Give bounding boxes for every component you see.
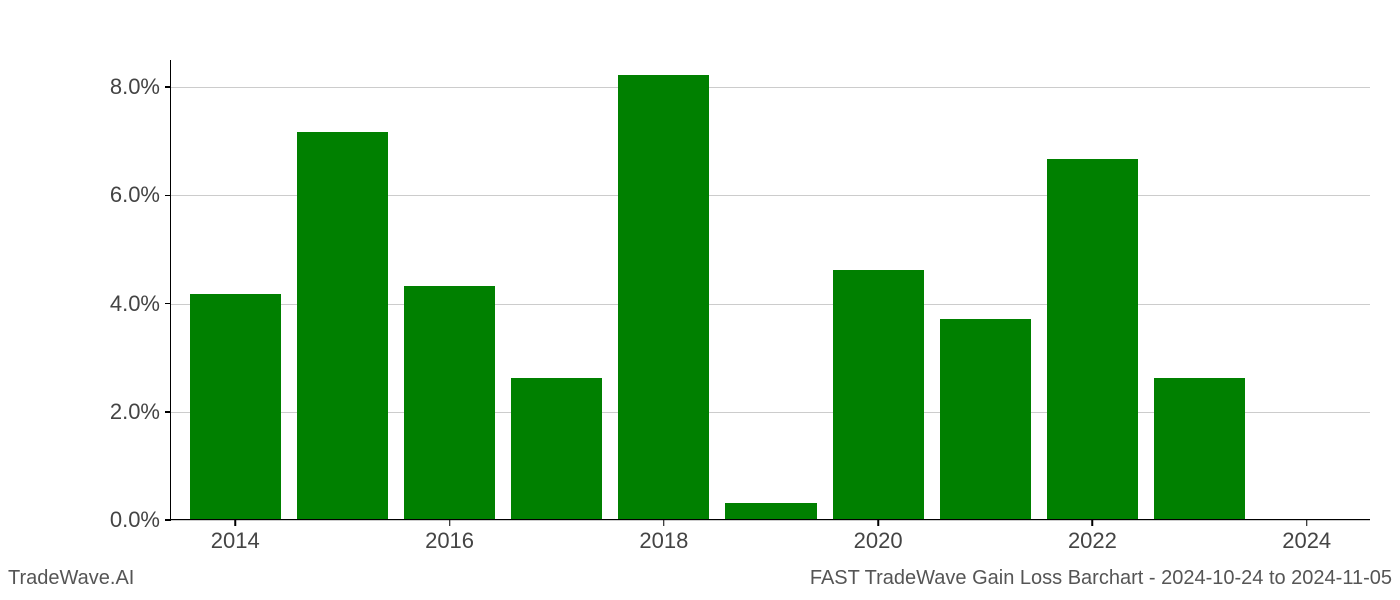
x-tick-label: 2018	[639, 528, 688, 554]
bar-2018	[618, 75, 709, 519]
y-tick-mark	[165, 303, 171, 305]
x-tick-label: 2020	[854, 528, 903, 554]
bar-2020	[833, 270, 924, 519]
y-tick-mark	[165, 411, 171, 413]
gridline	[171, 520, 1370, 521]
x-tick-mark	[1306, 520, 1308, 526]
y-tick-mark	[165, 195, 171, 197]
bar-2019	[725, 503, 816, 519]
y-tick-label: 6.0%	[110, 182, 160, 208]
bar-2017	[511, 378, 602, 519]
x-tick-mark	[877, 520, 879, 526]
bar-2021	[940, 319, 1031, 519]
y-tick-mark	[165, 86, 171, 88]
plot-area: 0.0%2.0%4.0%6.0%8.0%20142016201820202022…	[170, 60, 1370, 520]
x-tick-label: 2022	[1068, 528, 1117, 554]
bar-2014	[190, 294, 281, 519]
y-tick-mark	[165, 519, 171, 521]
x-tick-mark	[235, 520, 237, 526]
x-tick-label: 2024	[1282, 528, 1331, 554]
y-tick-label: 4.0%	[110, 291, 160, 317]
y-tick-label: 2.0%	[110, 399, 160, 425]
footer-right-label: FAST TradeWave Gain Loss Barchart - 2024…	[810, 567, 1392, 590]
x-tick-label: 2016	[425, 528, 474, 554]
x-tick-mark	[663, 520, 665, 526]
x-tick-label: 2014	[211, 528, 260, 554]
gridline	[171, 87, 1370, 88]
bar-2016	[404, 286, 495, 519]
x-tick-mark	[449, 520, 451, 526]
y-tick-label: 0.0%	[110, 507, 160, 533]
y-tick-label: 8.0%	[110, 74, 160, 100]
footer-left-label: TradeWave.AI	[8, 567, 134, 590]
bar-2022	[1047, 159, 1138, 519]
bar-2023	[1154, 378, 1245, 519]
bar-2015	[297, 132, 388, 519]
chart-container: 0.0%2.0%4.0%6.0%8.0%20142016201820202022…	[130, 60, 1370, 520]
x-tick-mark	[1092, 520, 1094, 526]
